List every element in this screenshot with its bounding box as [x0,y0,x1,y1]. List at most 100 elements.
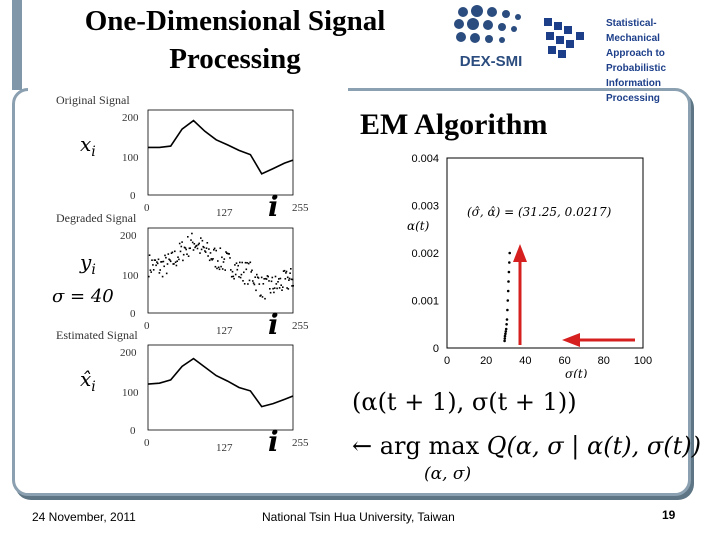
signal-point [218,268,221,271]
signal-point [235,262,238,264]
signal-point [253,283,256,286]
x-tick-label: 127 [216,325,233,337]
signal-point [201,239,204,242]
em-annotation: (σ̂, α̂) = (31.25, 0.0217) [467,205,612,219]
signal-point [216,267,218,270]
signal-point [279,277,282,280]
signal-point [252,282,255,284]
sigma-value: σ = 40 [52,286,114,307]
signal-point [155,264,157,267]
signal-point [186,253,188,255]
signal-point [232,275,235,278]
signal-point [187,255,190,257]
em-y-tick: 0.002 [411,248,439,260]
formula-line1: (α(t + 1), σ(t + 1)) [352,388,577,416]
signal-point [245,268,248,271]
signal-symbol: xi [80,132,96,160]
signal-point [286,287,288,289]
signal-point [179,250,182,253]
signal-point [192,249,195,251]
left-ribbon [12,0,22,90]
page-number: 19 [662,508,676,522]
em-x-tick: 0 [444,355,450,367]
panel-label: Estimated Signal [56,328,138,342]
signal-point [257,277,260,279]
signal-point [182,253,185,256]
signal-point [288,279,290,281]
signal-point [149,269,152,271]
signal-point [213,247,216,250]
signal-point [174,261,177,263]
signal-point [173,263,175,265]
label-backdrop [28,82,348,98]
signal-point [267,275,269,278]
signal-chart [147,344,294,431]
signal-point [282,286,284,288]
signal-point [270,280,273,283]
signal-point [274,275,277,278]
argmax-text: arg max [379,432,480,460]
em-point [508,251,511,255]
signal-point [264,297,266,300]
signal-point [284,278,287,280]
em-x-tick: 100 [634,355,652,367]
signal-point [260,276,263,279]
signal-point [148,254,151,256]
signal-point [183,246,186,249]
formula-line2: ← arg max Q(α, σ | α(t), σ(t)) [352,432,701,460]
signal-point [158,272,161,274]
signal-point [167,253,170,255]
symbol-base: y [80,250,92,274]
signal-point [286,276,289,279]
signal-point [277,281,279,283]
signal-point [238,276,240,278]
axis-symbol-i: i [268,190,279,223]
signal-point [237,264,239,267]
x-tick-label: 0 [144,437,150,449]
signal-point [243,271,245,274]
y-tick-label: 100 [122,387,139,399]
signal-point [240,273,243,276]
signal-point [287,288,290,290]
signal-chart [147,227,294,314]
x-tick-label: 127 [216,442,233,454]
signal-chart [147,109,294,196]
signal-point [213,249,215,251]
x-tick-label: 0 [144,202,150,214]
signal-point [275,283,278,285]
footer-org: National Tsin Hua University, Taiwan [262,510,455,524]
y-tick-label: 0 [130,425,136,437]
em-point [505,323,508,326]
signal-point [233,277,235,280]
signal-point [265,278,268,280]
signal-point [263,278,265,280]
signal-point [194,246,196,249]
em-point [503,339,506,343]
signal-point [220,265,222,268]
signal-point [207,255,209,257]
em-point [507,270,511,274]
signal-point [250,271,252,273]
axis-symbol-i: i [268,425,279,458]
signal-point [248,279,251,282]
em-x-tick: 60 [558,355,570,367]
signal-point [162,260,165,263]
signal-point [239,261,241,264]
signal-point [219,247,222,249]
signal-point [265,277,267,280]
slide-title: One-Dimensional Signal Processing [84,5,386,75]
signal-point [203,246,205,249]
em-x-tick: 20 [480,355,492,367]
plot-frame [147,344,294,431]
signal-point [202,245,204,248]
signal-point [171,251,174,254]
signal-point [221,256,223,259]
signal-point [159,269,161,271]
signal-point [273,291,275,294]
signal-point [268,280,270,282]
signal-point [234,273,237,276]
signal-point [292,285,294,287]
signal-point [177,256,179,258]
signal-point [247,283,249,285]
axis-symbol-i: i [268,308,279,341]
